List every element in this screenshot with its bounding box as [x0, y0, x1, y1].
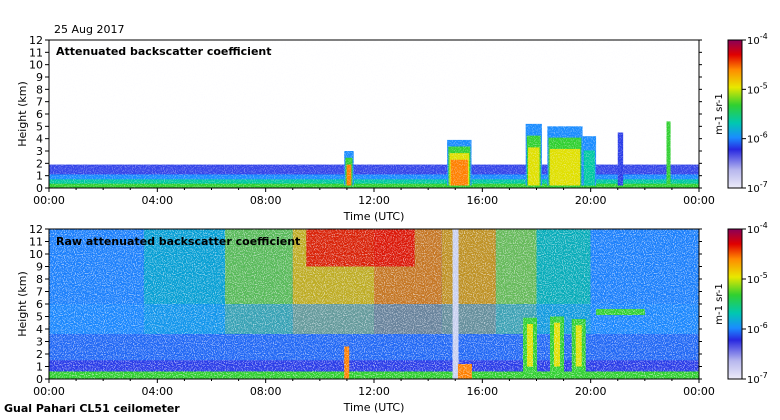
x-axis-1: 00:00 04:00 08:00 12:00 16:00 20:00 00:00 — [33, 188, 715, 207]
y-tick-label: 4 — [36, 133, 43, 146]
y-tick-label: 1 — [36, 170, 43, 183]
y-tick-label: 11 — [29, 46, 43, 59]
colorbar-tick-label: 10-5 — [747, 81, 768, 96]
x-tick-label: 20:00 — [575, 194, 607, 207]
colorbar-ticks-1: 10-7 10-6 10-5 10-4 — [742, 32, 768, 195]
colorbar-tick-label: 10-4 — [747, 221, 768, 236]
y-tick-label: 2 — [36, 157, 43, 170]
y-tick-label: 5 — [36, 120, 43, 133]
backscatter-field-1 — [49, 40, 699, 188]
y-tick-label: 0 — [36, 373, 43, 386]
y-axis-label-2: Height (km) — [16, 271, 29, 337]
colorbar-label-1: m-1 sr-1 — [714, 93, 725, 135]
colorbar-tick-label: 10-7 — [747, 180, 768, 195]
y-tick-label: 3 — [36, 336, 43, 349]
colorbar-1 — [727, 39, 743, 189]
colorbar-tick-label: 10-7 — [747, 371, 768, 386]
y-tick-label: 8 — [36, 83, 43, 96]
x-axis-label-1: Time (UTC) — [343, 210, 405, 223]
x-tick-label: 04:00 — [141, 194, 173, 207]
colorbar-tick-label: 10-6 — [747, 321, 768, 336]
panel-raw-backscatter: Raw attenuated backscatter coefficient 0… — [16, 221, 768, 414]
y-tick-label: 3 — [36, 145, 43, 158]
x-tick-label: 12:00 — [358, 385, 390, 398]
y-tick-label: 7 — [36, 286, 43, 299]
colorbar-label-2: m-1 sr-1 — [714, 283, 725, 325]
colorbar-tick-label: 10-5 — [747, 271, 768, 286]
y-tick-label: 6 — [36, 108, 43, 121]
instrument-label: Gual Pahari CL51 ceilometer — [4, 402, 180, 415]
y-tick-label: 12 — [29, 34, 43, 47]
y-tick-label: 8 — [36, 273, 43, 286]
y-axis-label-1: Height (km) — [16, 81, 29, 147]
y-tick-label: 1 — [36, 361, 43, 374]
x-tick-label: 08:00 — [250, 194, 282, 207]
y-tick-label: 9 — [36, 261, 43, 274]
y-tick-label: 6 — [36, 298, 43, 311]
y-tick-label: 4 — [36, 323, 43, 336]
y-tick-label: 12 — [29, 223, 43, 236]
y-tick-label: 9 — [36, 71, 43, 84]
colorbar-ticks-2: 10-7 10-6 10-5 10-4 — [742, 221, 768, 386]
x-tick-label: 16:00 — [466, 385, 498, 398]
speckle-overlay — [49, 40, 699, 188]
colorbar-tick-label: 10-6 — [747, 131, 768, 146]
y-tick-label: 2 — [36, 348, 43, 361]
x-tick-label: 08:00 — [250, 385, 282, 398]
x-tick-label: 04:00 — [141, 385, 173, 398]
x-axis-2: 00:00 04:00 08:00 12:00 16:00 20:00 00:00 — [33, 379, 715, 398]
x-tick-label: 16:00 — [466, 194, 498, 207]
backscatter-field-2 — [49, 229, 699, 379]
x-tick-label: 00:00 — [683, 194, 715, 207]
panel-attenuated-backscatter: Attenuated backscatter coefficient 01234… — [16, 32, 768, 223]
x-tick-label: 00:00 — [33, 194, 65, 207]
x-tick-label: 00:00 — [33, 385, 65, 398]
y-tick-label: 7 — [36, 96, 43, 109]
y-tick-label: 0 — [36, 182, 43, 195]
y-tick-label: 10 — [29, 248, 43, 261]
x-axis-label-2: Time (UTC) — [343, 401, 405, 414]
x-tick-label: 20:00 — [575, 385, 607, 398]
colorbar-2 — [727, 228, 743, 380]
speckle-overlay — [49, 229, 699, 379]
date-label: 25 Aug 2017 — [54, 23, 124, 36]
y-tick-label: 11 — [29, 236, 43, 249]
x-tick-label: 00:00 — [683, 385, 715, 398]
panel-1-title: Attenuated backscatter coefficient — [56, 45, 272, 58]
panel-2-title: Raw attenuated backscatter coefficient — [56, 235, 300, 248]
colorbar-tick-label: 10-4 — [747, 32, 768, 47]
y-tick-label: 5 — [36, 311, 43, 324]
x-tick-label: 12:00 — [358, 194, 390, 207]
y-tick-label: 10 — [29, 59, 43, 72]
